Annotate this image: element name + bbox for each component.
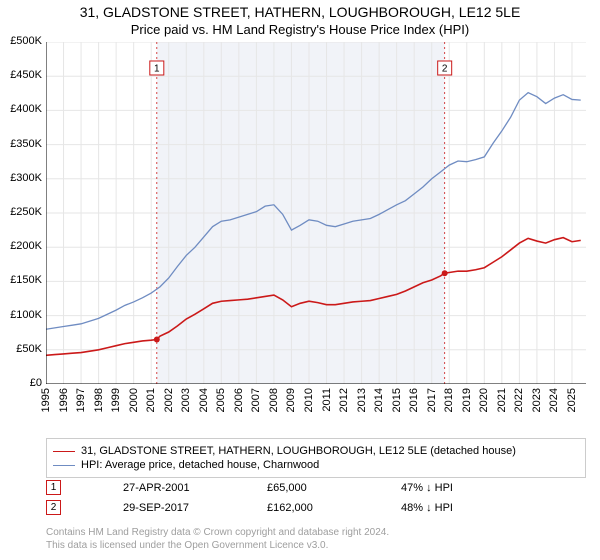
- legend-swatch: [53, 465, 75, 466]
- chart-title: 31, GLADSTONE STREET, HATHERN, LOUGHBORO…: [0, 4, 600, 20]
- transaction-marker: 2: [46, 500, 61, 515]
- x-tick-label: 2020: [478, 388, 490, 412]
- x-tick-label: 2023: [531, 388, 543, 412]
- y-tick-label: £50K: [0, 343, 42, 355]
- x-tick-label: 2015: [391, 388, 403, 412]
- transaction-date: 29-SEP-2017: [123, 502, 223, 514]
- x-tick-label: 2016: [408, 388, 420, 412]
- x-tick-label: 2021: [496, 388, 508, 412]
- y-tick-label: £300K: [0, 172, 42, 184]
- x-tick-label: 2005: [215, 388, 227, 412]
- x-tick-label: 2024: [548, 388, 560, 412]
- legend-item: 31, GLADSTONE STREET, HATHERN, LOUGHBORO…: [53, 445, 579, 457]
- x-tick-label: 1998: [93, 388, 105, 412]
- y-tick-label: £0: [0, 377, 42, 389]
- x-tick-label: 2012: [338, 388, 350, 412]
- transaction-pct: 48% ↓ HPI: [401, 502, 453, 514]
- transaction-row: 2 29-SEP-2017 £162,000 48% ↓ HPI: [46, 500, 586, 515]
- x-tick-label: 2013: [356, 388, 368, 412]
- credit-line: This data is licensed under the Open Gov…: [46, 539, 586, 552]
- y-tick-label: £100K: [0, 309, 42, 321]
- chart-container: 31, GLADSTONE STREET, HATHERN, LOUGHBORO…: [0, 0, 600, 560]
- y-tick-label: £150K: [0, 274, 42, 286]
- legend-label: HPI: Average price, detached house, Char…: [81, 459, 319, 471]
- x-tick-label: 2011: [321, 388, 333, 412]
- transaction-row: 1 27-APR-2001 £65,000 47% ↓ HPI: [46, 480, 586, 495]
- transaction-marker: 1: [46, 480, 61, 495]
- y-tick-label: £350K: [0, 138, 42, 150]
- x-tick-label: 2008: [268, 388, 280, 412]
- x-tick-label: 1997: [75, 388, 87, 412]
- x-tick-label: 2001: [145, 388, 157, 412]
- y-tick-label: £450K: [0, 69, 42, 81]
- x-tick-label: 2002: [163, 388, 175, 412]
- x-tick-label: 2003: [180, 388, 192, 412]
- transaction-pct: 47% ↓ HPI: [401, 482, 453, 494]
- x-tick-label: 2007: [250, 388, 262, 412]
- x-tick-label: 2018: [443, 388, 455, 412]
- x-tick-label: 2014: [373, 388, 385, 412]
- transaction-price: £162,000: [267, 502, 357, 514]
- svg-text:2: 2: [442, 63, 448, 74]
- x-tick-label: 2022: [513, 388, 525, 412]
- legend-label: 31, GLADSTONE STREET, HATHERN, LOUGHBORO…: [81, 445, 516, 457]
- x-tick-label: 1996: [58, 388, 70, 412]
- legend-box: 31, GLADSTONE STREET, HATHERN, LOUGHBORO…: [46, 438, 586, 478]
- x-tick-label: 2004: [198, 388, 210, 412]
- x-tick-label: 1999: [110, 388, 122, 412]
- transaction-price: £65,000: [267, 482, 357, 494]
- x-tick-label: 2010: [303, 388, 315, 412]
- x-tick-label: 1995: [40, 388, 52, 412]
- y-tick-label: £500K: [0, 35, 42, 47]
- x-tick-label: 2000: [128, 388, 140, 412]
- x-tick-label: 2009: [285, 388, 297, 412]
- legend-item: HPI: Average price, detached house, Char…: [53, 459, 579, 471]
- x-tick-label: 2006: [233, 388, 245, 412]
- x-tick-label: 2025: [566, 388, 578, 412]
- x-tick-label: 2019: [461, 388, 473, 412]
- chart-subtitle: Price paid vs. HM Land Registry's House …: [0, 22, 600, 37]
- x-tick-label: 2017: [426, 388, 438, 412]
- credits: Contains HM Land Registry data © Crown c…: [46, 526, 586, 552]
- credit-line: Contains HM Land Registry data © Crown c…: [46, 526, 586, 539]
- y-tick-label: £250K: [0, 206, 42, 218]
- plot-area: 12: [46, 42, 586, 384]
- transaction-date: 27-APR-2001: [123, 482, 223, 494]
- y-tick-label: £200K: [0, 240, 42, 252]
- y-tick-label: £400K: [0, 103, 42, 115]
- legend-swatch: [53, 451, 75, 452]
- svg-text:1: 1: [154, 63, 160, 74]
